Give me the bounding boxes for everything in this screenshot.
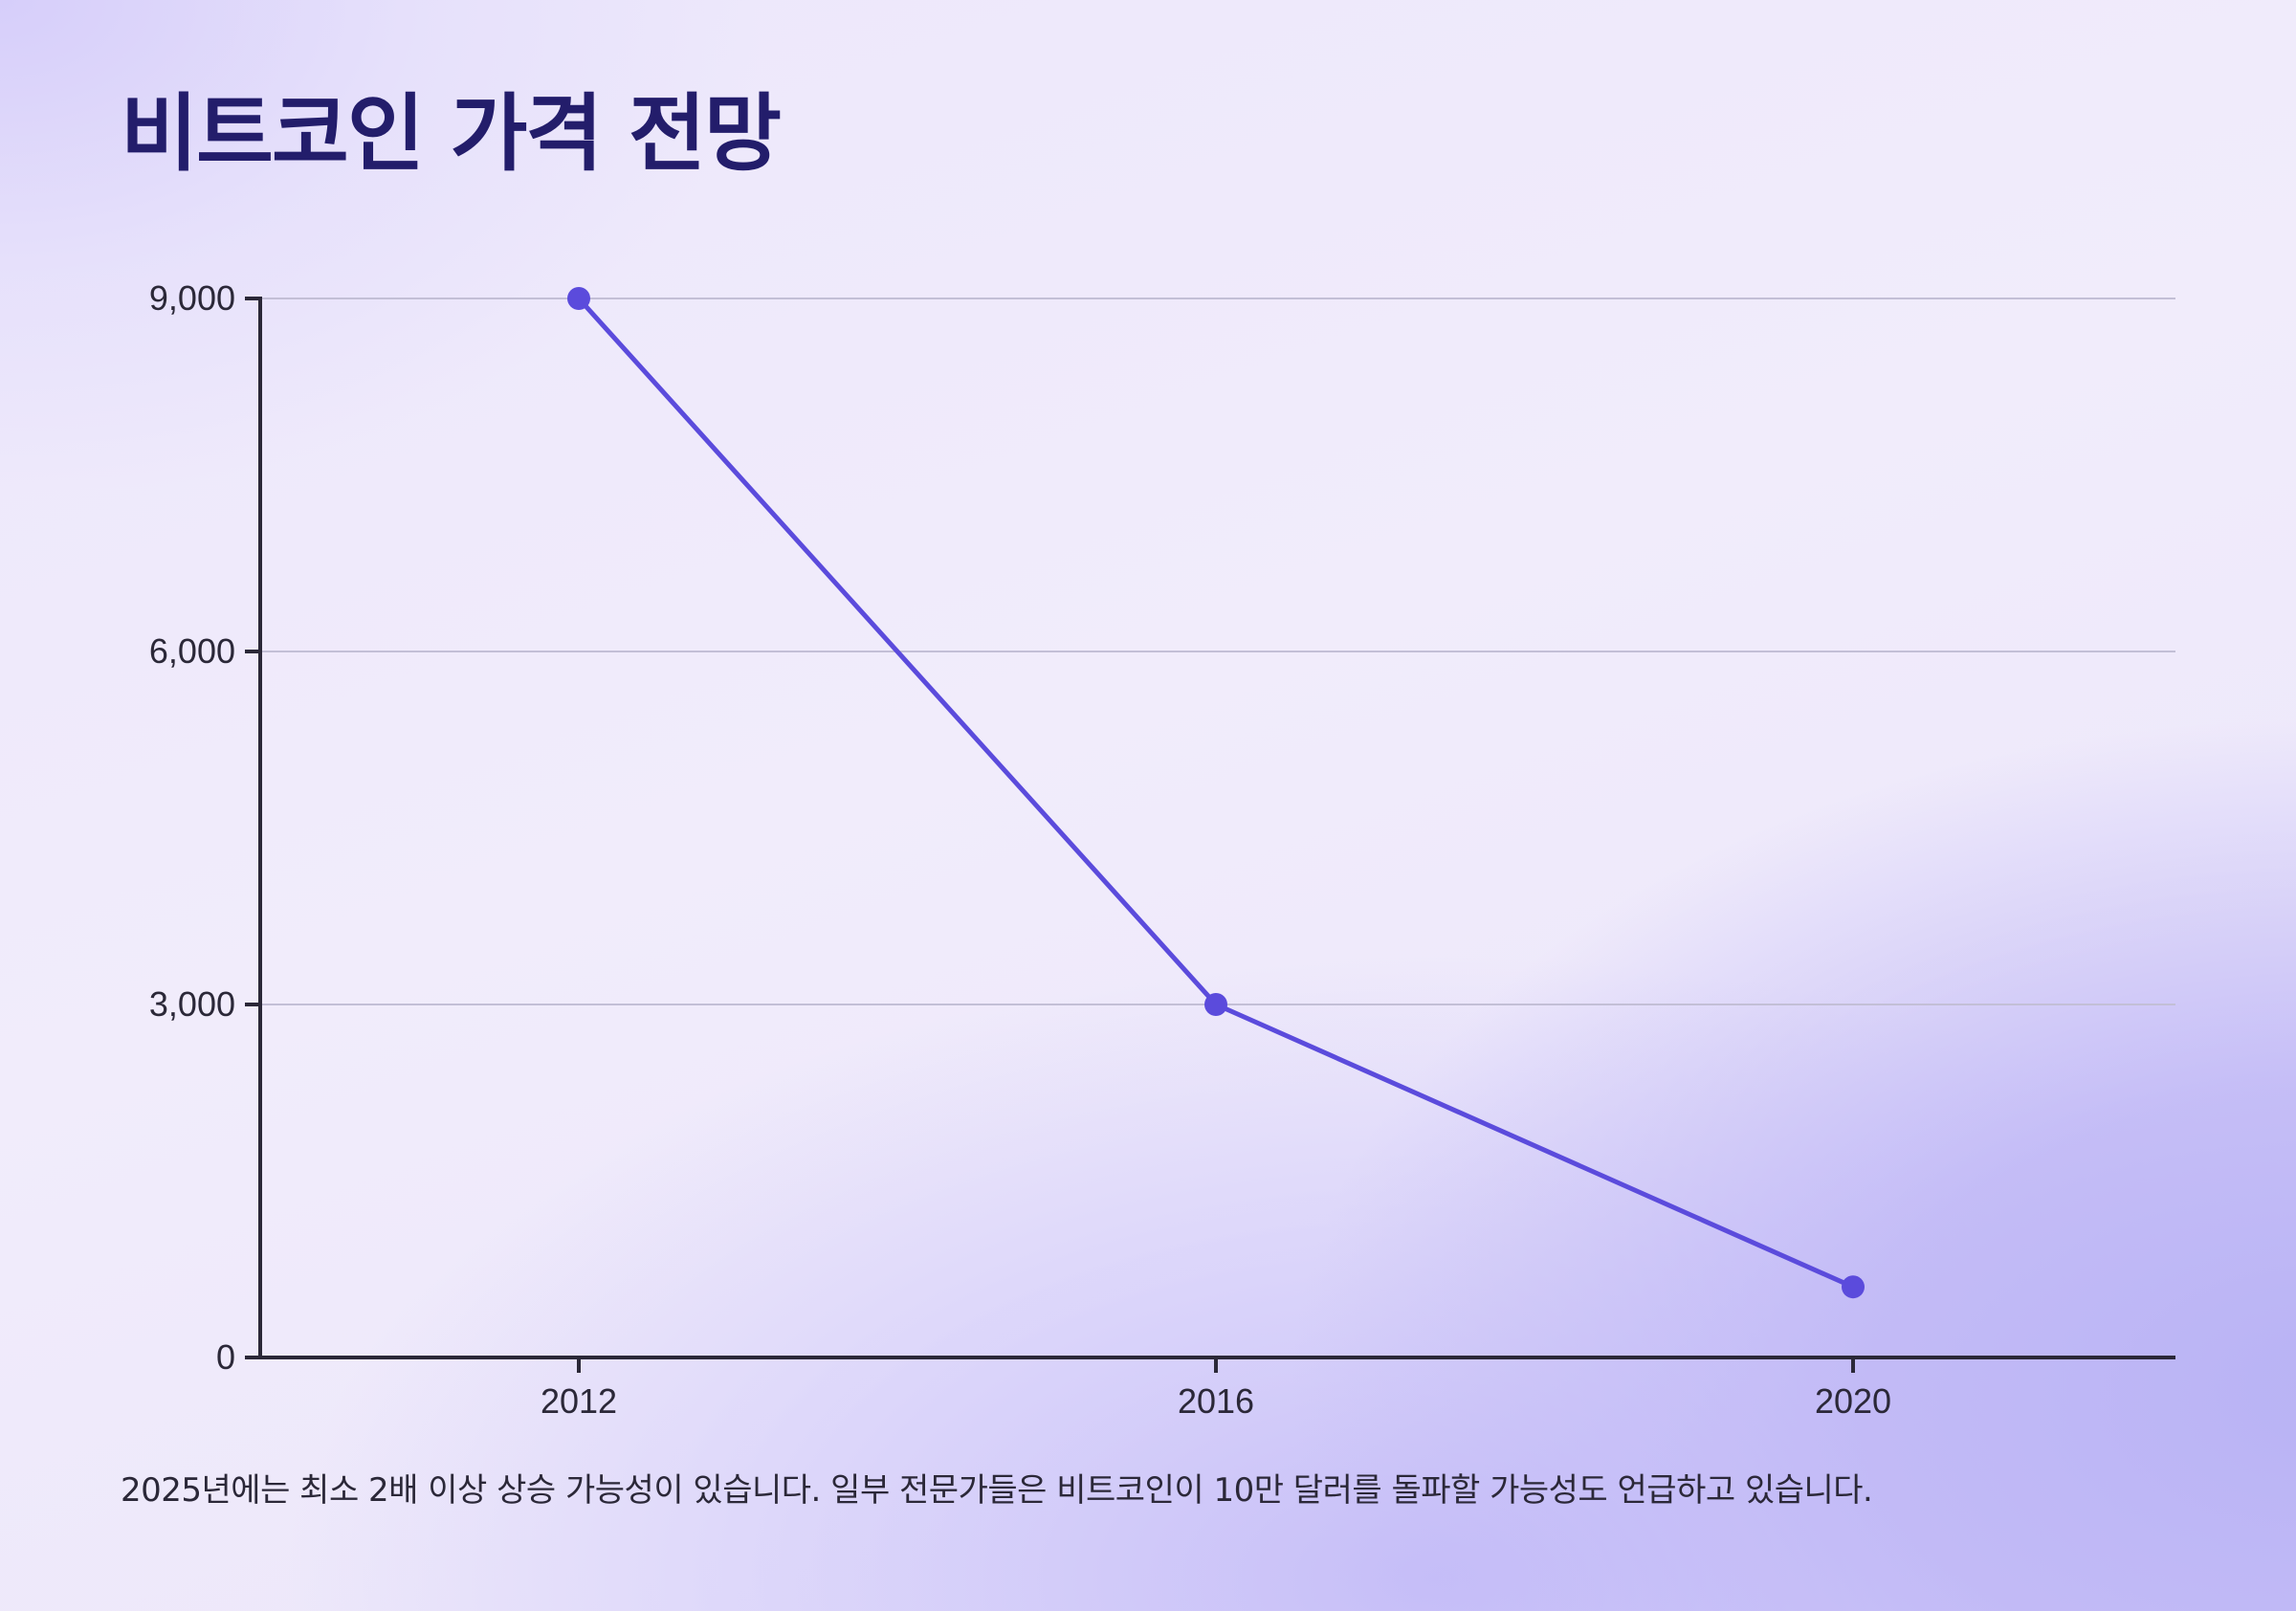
y-tick-label: 9,000: [149, 278, 235, 318]
chart-caption: 2025년에는 최소 2배 이상 상승 가능성이 있습니다. 일부 전문가들은 …: [121, 1471, 1873, 1510]
data-point: [567, 287, 590, 310]
axes: [245, 297, 2175, 1373]
grid-lines: [260, 298, 2175, 1005]
x-tick-label: 2012: [541, 1381, 617, 1421]
x-tick-label: 2016: [1178, 1381, 1254, 1421]
data-point: [1842, 1275, 1865, 1299]
tick-labels: 0 3,000 6,000 9,000 2012 2016 2020: [149, 278, 1891, 1421]
series-line: [576, 296, 1856, 1290]
chart-title: 비트코인 가격 전망: [121, 84, 782, 183]
y-tick-label: 0: [216, 1337, 235, 1377]
series-line-group: [567, 287, 1865, 1299]
y-tick-label: 6,000: [149, 631, 235, 671]
x-tick-label: 2020: [1815, 1381, 1891, 1421]
data-point: [1204, 993, 1227, 1016]
y-tick-label: 3,000: [149, 984, 235, 1024]
